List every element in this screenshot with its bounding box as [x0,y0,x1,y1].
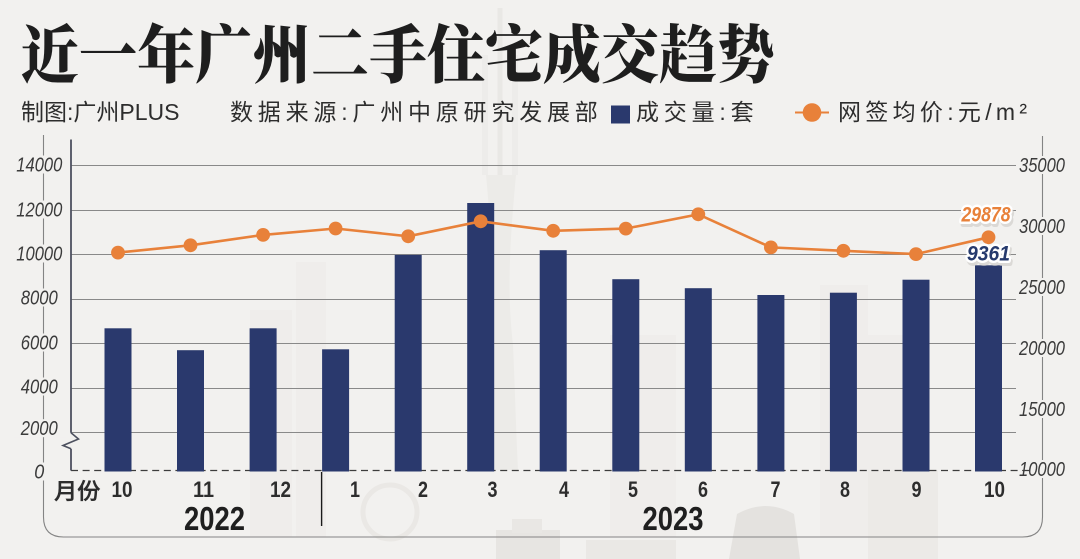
svg-text:8: 8 [840,477,850,502]
svg-text:6000: 6000 [21,333,58,355]
svg-text:4: 4 [559,477,570,502]
svg-text:12000: 12000 [16,200,62,222]
svg-text:11: 11 [193,477,214,502]
svg-text:20000: 20000 [1018,338,1065,360]
svg-text:25000: 25000 [1018,277,1065,299]
svg-text:29878: 29878 [961,204,1011,227]
svg-text:30000: 30000 [1019,216,1065,238]
svg-text:29878: 29878 [962,207,1012,230]
svg-text:5: 5 [628,477,638,502]
svg-text:8000: 8000 [21,288,58,310]
svg-text:2023: 2023 [643,500,704,537]
svg-text:2: 2 [418,477,428,502]
svg-text:4000: 4000 [21,377,58,399]
svg-text:15000: 15000 [1019,399,1065,421]
svg-text:35000: 35000 [1019,155,1065,177]
svg-text:2022: 2022 [184,500,245,537]
svg-text:9361: 9361 [967,243,1010,266]
svg-text:10000: 10000 [1019,459,1065,481]
svg-text:6: 6 [698,477,708,502]
svg-text:2000: 2000 [20,418,58,440]
svg-text:0: 0 [34,462,44,484]
svg-text:7: 7 [771,477,781,502]
svg-text:9361: 9361 [969,246,1012,269]
svg-text:月份: 月份 [53,479,101,504]
svg-text:9: 9 [912,477,922,502]
svg-text:12: 12 [270,477,291,502]
svg-text:10: 10 [984,477,1005,502]
svg-text:3: 3 [488,477,498,502]
svg-text:10000: 10000 [16,244,62,266]
svg-text:1: 1 [350,477,360,502]
svg-text:14000: 14000 [16,155,62,177]
svg-text:10: 10 [112,477,133,502]
